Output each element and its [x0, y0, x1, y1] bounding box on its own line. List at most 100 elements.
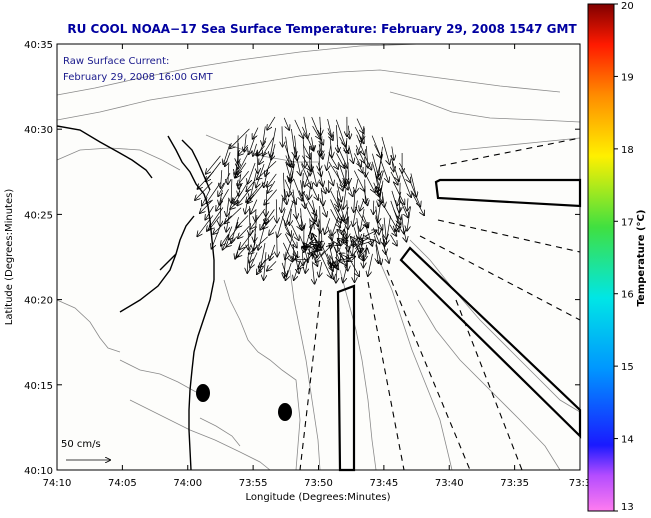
current-vector [347, 216, 349, 238]
current-vector [359, 240, 374, 246]
current-vector [206, 155, 221, 174]
current-vector [347, 200, 348, 229]
current-vector [392, 161, 399, 182]
current-vector [237, 189, 250, 205]
current-vector [327, 128, 333, 140]
current-vector [346, 137, 347, 153]
current-vector [382, 191, 384, 207]
current-vector [310, 245, 316, 248]
x-tick-label: 74:05 [108, 478, 137, 489]
current-vector [294, 146, 301, 175]
current-vector [382, 242, 389, 263]
current-vector [336, 182, 341, 202]
current-vector [303, 116, 308, 139]
current-vector [332, 241, 340, 246]
current-vector [291, 128, 295, 156]
current-vector [277, 208, 286, 237]
current-vector [265, 153, 274, 176]
current-vector [336, 170, 343, 191]
current-vector [376, 244, 378, 263]
figure-title: RU COOL NOAA−17 Sea Surface Temperature:… [67, 22, 577, 36]
current-vector [263, 126, 266, 145]
current-vector [399, 162, 410, 182]
current-vector [270, 127, 277, 157]
x-axis: 74:10 74:05 74:00 73:55 73:50 73:45 73:40 73:35… [43, 44, 591, 489]
current-vector [231, 178, 232, 203]
current-vector [354, 190, 355, 212]
current-vector [267, 173, 277, 187]
current-vector [226, 236, 238, 247]
current-vector [253, 143, 257, 156]
current-vector [246, 179, 256, 191]
current-vector [327, 226, 332, 240]
x-axis-label: Longitude (Degrees:Minutes) [245, 492, 390, 503]
current-vector [360, 209, 365, 231]
current-vector [345, 170, 346, 185]
shipping-lanes [299, 137, 581, 471]
current-vector [347, 182, 353, 197]
current-vector [246, 188, 258, 202]
current-vector [281, 216, 291, 236]
current-vector [390, 234, 397, 246]
x-tick-label: 73:40 [435, 478, 464, 489]
current-vector [238, 144, 249, 155]
surface-current-vectors [195, 116, 424, 284]
current-vector [364, 188, 368, 205]
current-vector [378, 170, 384, 192]
x-tick-label: 73:50 [304, 478, 333, 489]
colorbar-label: Temperature (°C) [636, 210, 647, 307]
current-vector [354, 153, 361, 166]
x-tick-label: 74:10 [43, 478, 72, 489]
current-vector [321, 245, 331, 257]
current-vector [225, 207, 242, 224]
current-vector [229, 223, 241, 240]
current-vector [238, 170, 249, 185]
x-tick-label: 73:3 [569, 478, 591, 489]
current-vector [308, 224, 313, 237]
current-vector [335, 119, 345, 146]
current-vector [285, 155, 291, 167]
current-vector [305, 172, 310, 186]
current-vector [336, 208, 343, 220]
current-vector [330, 209, 341, 227]
current-vector [337, 190, 338, 212]
colorbar-tick-label: 16 [621, 290, 634, 301]
current-vector [227, 198, 229, 216]
current-vector [256, 145, 265, 156]
current-vector [290, 208, 292, 225]
current-vector [392, 146, 394, 160]
current-vector [237, 152, 249, 174]
current-vector [357, 218, 360, 239]
current-vector [374, 144, 381, 158]
current-vector [205, 206, 214, 219]
current-vector [362, 126, 364, 140]
current-vector [363, 153, 372, 169]
current-vector [360, 198, 364, 211]
current-vector [265, 209, 275, 224]
current-vector [325, 218, 331, 234]
current-vector [312, 125, 320, 139]
current-vector [267, 116, 276, 130]
buoy-marker-2 [278, 403, 292, 421]
current-vector [249, 242, 256, 262]
colorbar-tick-label: 14 [621, 435, 634, 446]
current-vector [232, 190, 241, 203]
current-vector [221, 234, 229, 245]
y-tick-label: 40:35 [24, 40, 53, 51]
colorbar-ticks: 20 19 18 17 16 15 14 13 [614, 1, 634, 513]
current-vector [330, 137, 332, 157]
current-vector [198, 170, 215, 189]
current-vector [410, 173, 416, 197]
current-vector [284, 226, 297, 248]
current-vector [358, 249, 364, 252]
current-vector [391, 154, 393, 171]
current-vector [319, 144, 323, 158]
x-tick-label: 73:45 [369, 478, 398, 489]
current-vector [238, 225, 250, 238]
current-vector [267, 261, 277, 270]
current-vector [255, 208, 256, 221]
current-vector [294, 119, 304, 138]
current-vector [209, 216, 220, 230]
y-tick-label: 40:20 [24, 296, 53, 307]
current-vector [379, 146, 383, 175]
